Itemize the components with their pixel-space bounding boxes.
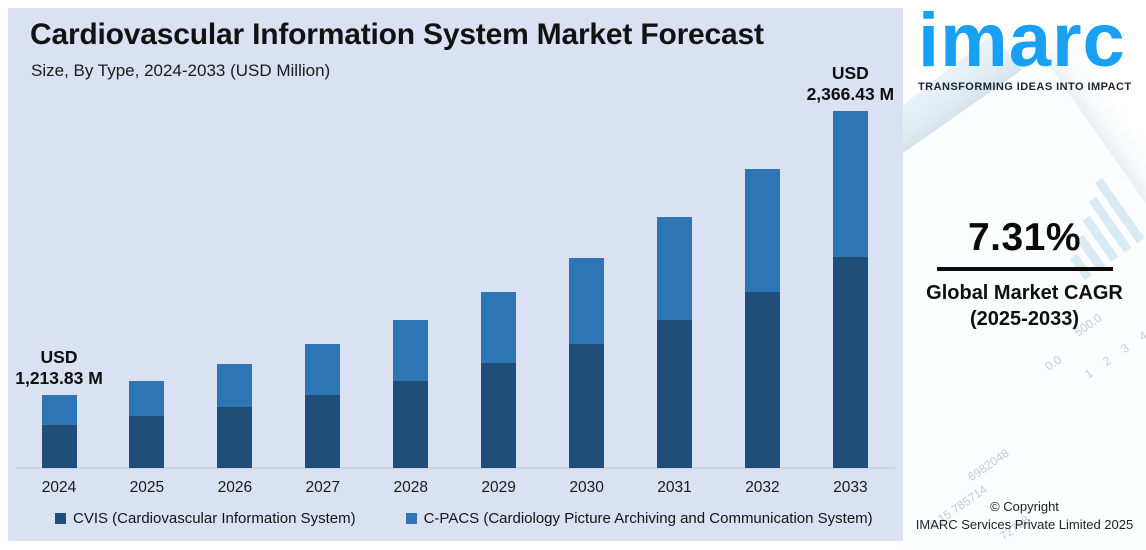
cagr-divider [936,267,1113,271]
x-tick-2032: 2032 [745,479,780,496]
x-tick-2033: 2033 [833,479,868,496]
bar-segment-cpacs [393,320,429,381]
bar-2032 [744,169,780,468]
x-tick-2026: 2026 [217,479,253,496]
cagr-block: 7.31% Global Market CAGR (2025-2033) [903,216,1146,332]
x-tick-2028: 2028 [393,479,428,496]
bar-segment-cpacs [657,217,692,320]
bar-2031 [657,217,692,468]
bar-segment-cpacs [41,395,77,425]
cagr-value: 7.31% [967,216,1082,259]
copyright: © Copyright IMARC Services Private Limit… [903,498,1146,534]
imarc-logo-tagline: TRANSFORMING IDEAS INTO IMPACT [918,81,1132,94]
bar-value-label-2033: USD 2,366.43 M [806,63,895,104]
copyright-line2: IMARC Services Private Limited 2025 [915,517,1134,532]
bar-segment-cvis [217,407,253,468]
x-tick-2027: 2027 [305,479,341,496]
plot-area: 2024 2025 2026 2027 2028 2029 2030 2031 2032 2033… [8,8,903,541]
bar-segment-cpacs [129,381,165,416]
bar-segment-cvis [41,425,77,468]
imarc-logo: imarc TRANSFORMING IDEAS INTO IMPACT [918,0,1132,94]
bar-segment-cpacs [744,169,780,292]
bar-value-label-2024: USD 1,213.83 M [15,347,103,388]
bar-2030 [569,258,605,468]
x-axis-line [16,467,895,469]
bar-segment-cpacs [305,344,341,395]
bar-2029 [481,292,517,468]
cagr-label-line1: Global Market CAGR [926,282,1123,304]
bar-segment-cvis [129,416,165,468]
legend: CVIS (Cardiovascular Information System)… [55,510,873,527]
bar-segment-cvis [744,292,780,468]
brand-panel: 500.0 0.0 1 2 3 4 6982048 0.15 785714 72… [903,0,1146,550]
bar-2026 [217,364,253,468]
page-title: Cardiovascular Information System Market… [30,18,764,51]
bar-segment-cpacs [217,364,253,407]
bar-segment-cvis [481,363,517,468]
bar-segment-cpacs [832,111,868,257]
bar-segment-cvis [393,381,429,468]
x-tick-2024: 2024 [41,479,77,496]
bar-segment-cvis [657,320,692,468]
copyright-line1: © Copyright [990,499,1059,514]
bar-2027 [305,344,341,468]
bar-segment-cpacs [569,258,605,344]
bar-2028 [393,320,429,468]
page-subtitle: Size, By Type, 2024-2033 (USD Million) [31,61,331,80]
cpacs-swatch-icon [405,513,417,524]
chart-panel: Cardiovascular Information System Market… [8,8,903,541]
legend-label-cvis: CVIS (Cardiovascular Information System) [73,510,356,527]
legend-item-cvis: CVIS (Cardiovascular Information System) [55,510,356,527]
x-tick-2025: 2025 [129,479,165,496]
legend-item-cpacs: C-PACS (Cardiology Picture Archiving and… [405,510,873,527]
bar-segment-cvis [832,257,868,468]
x-tick-2031: 2031 [657,479,692,496]
bar-2025 [129,381,165,468]
x-tick-2030: 2030 [569,479,604,496]
bar-segment-cpacs [481,292,517,363]
cagr-label-line2: (2025-2033) [970,308,1079,330]
bar-segment-cvis [569,344,605,468]
x-tick-2029: 2029 [481,479,516,496]
legend-label-cpacs: C-PACS (Cardiology Picture Archiving and… [423,510,873,527]
cvis-swatch-icon [55,513,66,524]
bar-segment-cvis [305,395,341,468]
bar-2024 [41,395,77,468]
bar-2033 [832,111,868,468]
imarc-logo-text: imarc [918,0,1126,83]
